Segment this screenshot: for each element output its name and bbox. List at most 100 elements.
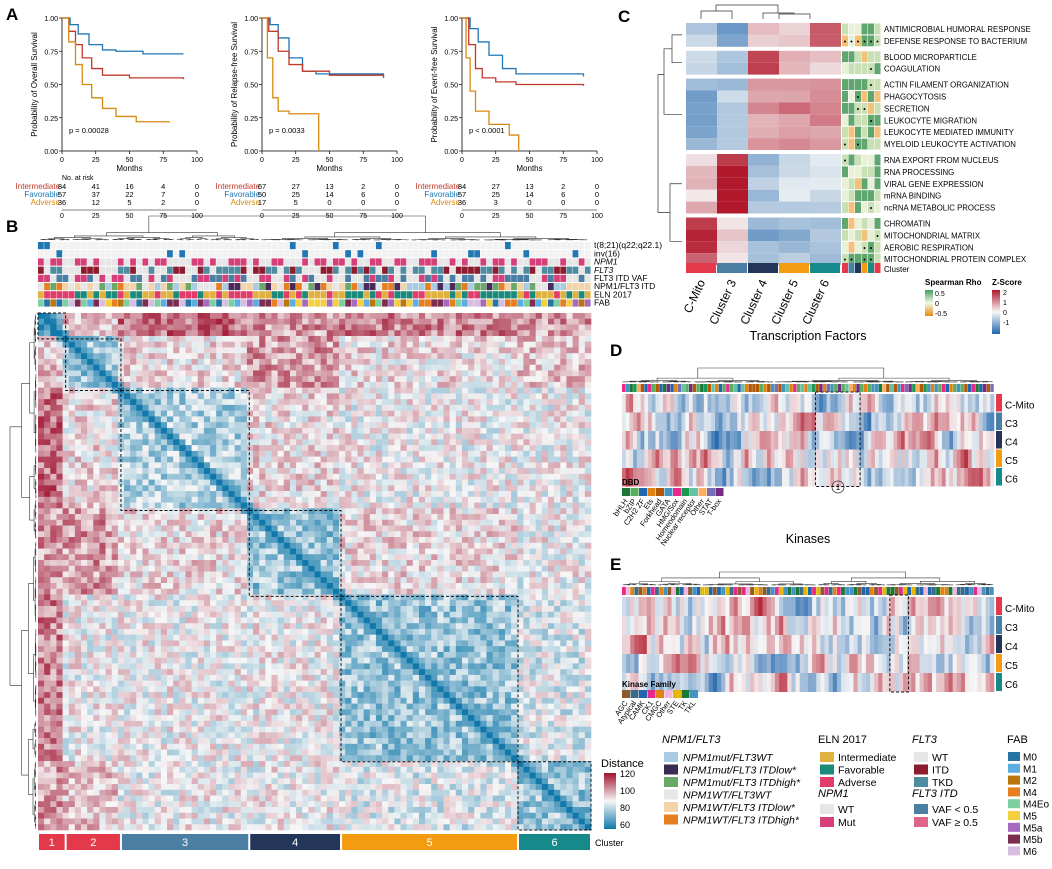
distance-cell	[382, 450, 389, 457]
distance-cell	[369, 422, 377, 429]
distance-cell	[449, 508, 457, 515]
distance-cell	[474, 531, 481, 538]
distance-cell	[332, 468, 340, 475]
distance-cell	[167, 605, 174, 613]
distance-cell	[314, 456, 321, 463]
distance-cell	[517, 565, 524, 572]
distance-cell	[228, 542, 235, 549]
distance-cell	[265, 416, 272, 423]
distance-cell	[203, 399, 211, 406]
distance-cell	[283, 330, 291, 337]
distance-cell	[560, 542, 567, 549]
distance-cell	[320, 341, 328, 348]
distance-cell	[130, 611, 137, 618]
distance-cell	[271, 416, 278, 423]
distance-cell	[296, 422, 303, 429]
distance-cell	[253, 582, 260, 590]
distance-cell	[228, 473, 235, 480]
risk-value: 0	[595, 198, 599, 207]
distance-cell	[541, 485, 549, 492]
distance-cell	[320, 571, 328, 578]
distance-cell	[259, 548, 266, 555]
distance-cell	[345, 376, 352, 383]
distance-cell	[99, 605, 106, 613]
distance-cell	[173, 358, 180, 365]
distance-cell	[167, 485, 174, 492]
distance-cell	[81, 364, 88, 371]
distance-cell	[517, 491, 524, 498]
distance-cell	[185, 422, 192, 429]
distance-cell	[566, 519, 573, 526]
distance-cell	[191, 565, 199, 572]
distance-cell	[418, 548, 426, 555]
distance-cell	[265, 548, 272, 555]
distance-cell	[271, 439, 278, 446]
distance-cell	[480, 485, 487, 492]
distance-cell	[68, 468, 76, 475]
distance-cell	[566, 588, 573, 595]
distance-cell	[511, 450, 518, 457]
distance-cell	[191, 387, 199, 394]
distance-cell	[197, 341, 205, 348]
distance-cell	[541, 468, 549, 475]
distance-cell	[363, 450, 371, 457]
distance-cell	[504, 462, 512, 469]
distance-cell	[547, 456, 555, 463]
distance-cell	[480, 353, 487, 360]
distance-cell	[572, 387, 580, 394]
distance-cell	[560, 439, 567, 446]
distance-cell	[44, 514, 51, 521]
distance-cell	[197, 611, 205, 618]
distance-cell	[87, 565, 94, 572]
distance-cell	[363, 496, 371, 503]
distance-cell	[449, 605, 457, 613]
distance-cell	[44, 387, 51, 394]
distance-cell	[425, 502, 432, 509]
distance-cell	[375, 479, 383, 486]
distance-cell	[375, 433, 383, 440]
distance-cell	[265, 525, 272, 532]
x-tick-label: 75	[559, 157, 567, 164]
distance-cell	[179, 485, 186, 492]
risk-x-tick: 25	[292, 213, 300, 220]
distance-cell	[167, 491, 174, 498]
distance-cell	[154, 519, 162, 526]
distance-cell	[210, 468, 217, 475]
distance-cell	[253, 468, 260, 475]
distance-cell	[302, 605, 309, 613]
distance-cell	[480, 554, 487, 561]
distance-cell	[117, 404, 125, 411]
distance-cell	[486, 531, 493, 538]
distance-cell	[81, 531, 88, 538]
distance-cell	[87, 416, 94, 423]
distance-cell	[234, 525, 242, 532]
distance-cell	[455, 473, 463, 480]
distance-cell	[369, 565, 377, 572]
distance-cell	[136, 347, 143, 354]
distance-cell	[468, 439, 475, 446]
distance-cell	[154, 370, 162, 377]
distance-cell	[529, 376, 536, 383]
distance-cell	[437, 565, 444, 572]
distance-cell	[38, 387, 45, 394]
distance-cell	[105, 456, 113, 463]
curve-intermediate	[262, 17, 385, 78]
distance-cell	[167, 462, 174, 469]
distance-cell	[191, 496, 199, 503]
distance-cell	[443, 462, 450, 469]
distance-cell	[504, 600, 512, 607]
distance-cell	[111, 565, 119, 572]
distance-cell	[474, 376, 481, 383]
distance-cell	[38, 358, 45, 365]
distance-cell	[68, 376, 76, 383]
distance-cell	[154, 313, 162, 320]
distance-cell	[486, 508, 493, 515]
distance-cell	[504, 565, 512, 572]
distance-cell	[486, 427, 493, 434]
distance-cell	[68, 565, 76, 572]
distance-cell	[111, 433, 119, 440]
distance-cell	[320, 439, 328, 446]
distance-cell	[474, 600, 481, 607]
distance-cell	[216, 514, 223, 521]
distance-cell	[584, 542, 592, 549]
